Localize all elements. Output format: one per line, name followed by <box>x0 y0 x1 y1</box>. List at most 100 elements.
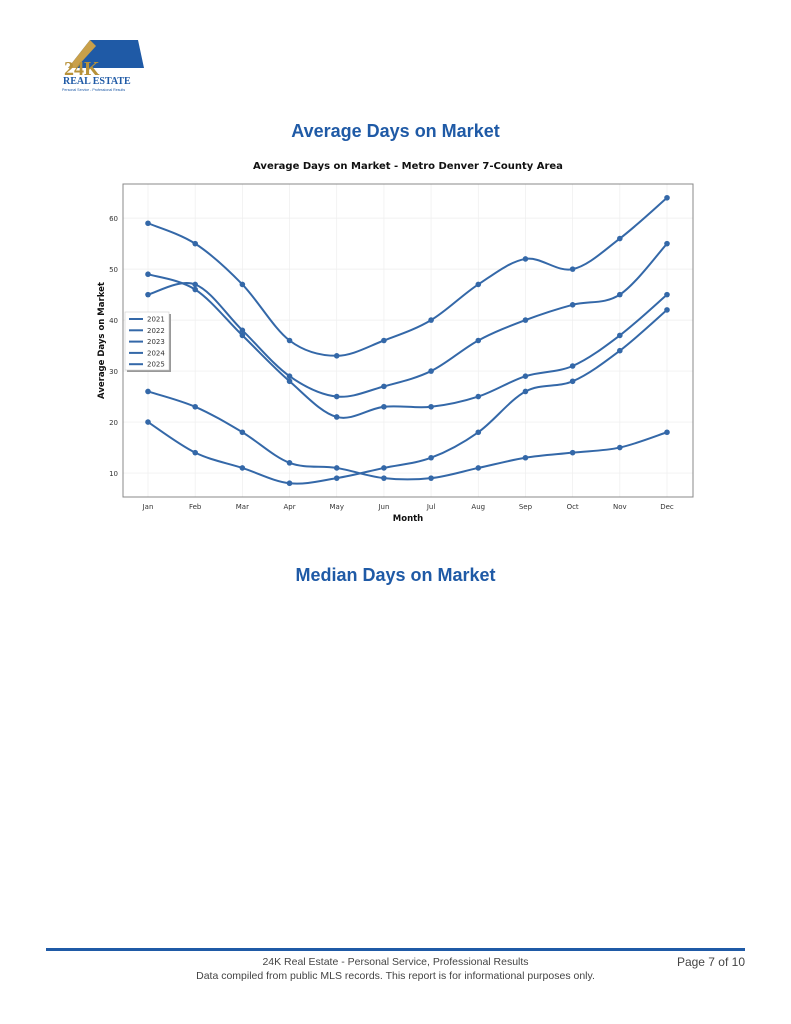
data-point-2024 <box>145 271 151 278</box>
data-point-2023 <box>475 337 482 344</box>
x-tick-label: Apr <box>283 503 295 511</box>
data-point-2023 <box>381 383 387 390</box>
data-point-2022 <box>522 454 529 461</box>
data-point-2024 <box>286 378 293 385</box>
section-title-average: Average Days on Market <box>291 121 500 141</box>
data-point-2025 <box>475 281 482 288</box>
x-tick-label: Jan <box>142 503 154 511</box>
data-point-2021 <box>428 454 434 461</box>
data-point-2025 <box>286 337 293 344</box>
data-point-2021 <box>239 465 246 471</box>
data-point-2021 <box>569 378 576 385</box>
chart-title: Average Days on Market - Metro Denver 7-… <box>253 161 563 172</box>
legend-label: 2024 <box>147 349 165 357</box>
series-line-2021 <box>147 309 668 485</box>
data-point-2023 <box>664 240 670 247</box>
svg-text:24K: 24K <box>64 58 100 80</box>
x-tick-label: Mar <box>236 503 249 511</box>
x-tick-label: Aug <box>471 503 485 511</box>
data-point-2022 <box>475 465 482 471</box>
data-point-2022 <box>239 429 246 436</box>
x-tick-label: Jul <box>426 503 436 511</box>
data-point-2025 <box>664 194 670 201</box>
data-point-2025 <box>428 317 434 323</box>
series-line-2023 <box>147 242 668 398</box>
data-point-2024 <box>333 414 340 420</box>
plot-frame <box>122 183 694 498</box>
y-tick-label: 30 <box>109 368 118 376</box>
data-point-2021 <box>381 465 387 471</box>
data-point-2025 <box>192 240 198 247</box>
data-point-2023 <box>333 393 340 400</box>
x-tick-label: Oct <box>567 503 579 511</box>
x-tick-label: Feb <box>189 503 202 511</box>
data-point-2024 <box>381 403 387 410</box>
data-point-2021 <box>286 480 293 487</box>
company-logo: 24K REAL ESTATE Personal Service - Profe… <box>60 38 146 94</box>
data-point-2024 <box>428 403 434 410</box>
y-tick-label: 40 <box>109 317 118 325</box>
x-tick-label: May <box>329 503 343 511</box>
y-tick-label: 20 <box>109 419 118 427</box>
data-point-2024 <box>192 286 198 293</box>
data-point-2021 <box>192 449 198 456</box>
series-line-2022 <box>147 390 668 481</box>
data-point-2023 <box>428 368 434 374</box>
footer-divider <box>46 948 745 951</box>
y-tick-label: 50 <box>109 266 118 274</box>
data-point-2023 <box>617 291 623 298</box>
legend-label: 2022 <box>147 327 165 335</box>
footer-disclaimer: Data compiled from public MLS records. T… <box>196 970 595 982</box>
data-point-2025 <box>522 256 529 262</box>
page-number: Page 7 of 10 <box>676 955 745 969</box>
data-point-2021 <box>617 347 623 354</box>
svg-text:REAL ESTATE: REAL ESTATE <box>63 76 131 87</box>
y-tick-label: 10 <box>109 470 118 478</box>
data-point-2022 <box>664 429 670 436</box>
x-tick-label: Jun <box>377 503 389 511</box>
series-line-2025 <box>147 197 668 357</box>
data-point-2024 <box>522 373 529 379</box>
data-point-2021 <box>522 388 529 395</box>
data-point-2023 <box>192 281 198 288</box>
data-point-2024 <box>569 363 576 369</box>
data-point-2022 <box>192 403 198 410</box>
data-point-2023 <box>286 373 293 379</box>
data-point-2025 <box>569 266 576 272</box>
legend-label: 2025 <box>147 361 165 369</box>
data-point-2024 <box>475 393 482 400</box>
data-point-2021 <box>475 429 482 436</box>
x-axis-label: Month <box>393 514 423 524</box>
data-point-2025 <box>145 220 151 227</box>
data-point-2025 <box>239 281 246 288</box>
data-point-2025 <box>617 235 623 242</box>
data-point-2021 <box>664 307 670 313</box>
y-axis-label: Average Days on Market <box>97 282 107 399</box>
x-tick-label: Dec <box>660 503 674 511</box>
section-title-median: Median Days on Market <box>295 565 496 585</box>
data-point-2022 <box>617 444 623 451</box>
data-point-2022 <box>145 388 151 395</box>
data-point-2025 <box>333 352 340 359</box>
y-tick-label: 60 <box>109 215 118 223</box>
data-point-2021 <box>333 475 340 481</box>
data-point-2022 <box>428 475 434 481</box>
data-point-2024 <box>664 291 670 298</box>
data-point-2022 <box>286 460 293 466</box>
data-point-2021 <box>145 419 151 425</box>
x-tick-label: Sep <box>519 503 533 511</box>
data-point-2024 <box>617 332 623 339</box>
legend-label: 2023 <box>147 338 165 346</box>
x-tick-label: Nov <box>613 503 627 511</box>
data-point-2022 <box>333 465 340 471</box>
data-point-2022 <box>381 475 387 481</box>
series-line-2024 <box>147 273 668 419</box>
data-point-2023 <box>569 302 576 308</box>
data-point-2024 <box>239 332 246 339</box>
data-point-2023 <box>145 291 151 298</box>
svg-text:Personal Service - Professiona: Personal Service - Professional Results <box>62 88 125 92</box>
data-point-2022 <box>569 449 576 456</box>
average-days-chart: Average Days on Market - Metro Denver 7-… <box>97 161 694 524</box>
legend-label: 2021 <box>147 316 165 324</box>
data-point-2023 <box>522 317 529 323</box>
